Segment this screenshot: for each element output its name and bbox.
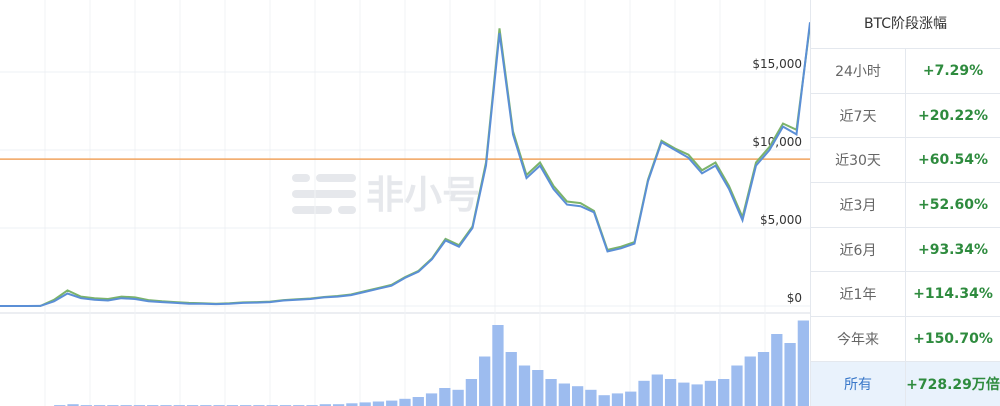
volume-bar (664, 379, 677, 406)
change-table: BTC阶段涨幅 24小时 +7.29% 近7天 +20.22% 近30天 +60.54% 近… (810, 0, 1000, 406)
table-row: 近30天 +60.54% (811, 138, 1000, 184)
volume-bar (386, 400, 398, 406)
volume-bar (505, 352, 517, 406)
volume-bar (718, 379, 730, 406)
volume-bar (332, 404, 345, 406)
volume-bar (518, 365, 531, 406)
watermark-logo (292, 174, 356, 214)
volume-bar (571, 386, 584, 406)
change-value: +114.34% (913, 286, 993, 303)
volume-bar (784, 343, 796, 406)
volume-bar (771, 334, 783, 406)
volume-bar (611, 393, 624, 406)
volume-bar (359, 402, 371, 406)
volume-bar (704, 380, 717, 406)
period-label: 近30天 (811, 138, 906, 183)
y-tick-label: $5,000 (760, 213, 802, 227)
volume-bar (651, 374, 663, 406)
period-label: 近3月 (811, 183, 906, 227)
price-line (0, 22, 811, 307)
change-value: +150.70% (913, 330, 993, 347)
table-row: 24小时 +7.29% (811, 49, 1000, 94)
change-value: +7.29% (922, 62, 984, 79)
volume-bar (598, 395, 610, 406)
change-value: +20.22% (917, 107, 989, 124)
period-label: 近6月 (811, 227, 906, 272)
table-header: BTC阶段涨幅 (811, 0, 1000, 49)
table-row: 所有 +728.29万倍 (811, 361, 1000, 406)
volume-bar (585, 389, 597, 406)
table-row: 近3月 +52.60% (811, 183, 1000, 228)
volume-bar (691, 384, 703, 406)
volume-bar (372, 401, 385, 406)
volume-bar (412, 397, 424, 406)
volume-bar (319, 404, 331, 406)
period-label: 近1年 (811, 272, 906, 317)
volume-bar (558, 383, 570, 406)
change-value: +52.60% (917, 196, 989, 213)
watermark: 非小号 (366, 173, 480, 217)
table-row: 近6月 +93.34% (811, 227, 1000, 273)
volume-bar (452, 389, 464, 406)
volume-bar (479, 356, 491, 406)
period-label: 今年来 (811, 317, 906, 361)
table-row: 近1年 +114.34% (811, 272, 1000, 318)
volume-bar (425, 393, 438, 406)
volume-bar (731, 365, 743, 406)
volume-bar (678, 382, 690, 406)
table-row: 近7天 +20.22% (811, 93, 1000, 139)
volume-bar (67, 404, 79, 406)
volume-bar (346, 403, 358, 406)
volume-bar (399, 398, 411, 406)
change-value: +93.34% (917, 241, 989, 258)
volume-bar (439, 388, 451, 406)
y-tick-label: $10,000 (752, 135, 802, 149)
volume-bar (492, 325, 504, 406)
volume-bar (744, 356, 756, 406)
period-label: 近7天 (811, 93, 906, 138)
change-value: +60.54% (917, 152, 989, 169)
volume-bar (625, 391, 637, 406)
period-label: 所有 (811, 361, 906, 406)
volume-bar (638, 380, 650, 406)
chart: 非小号 $0 $5,000 $10,000 $15,000 (0, 0, 811, 406)
volume-bar (545, 379, 557, 406)
change-value: +728.29万倍 (906, 377, 1000, 394)
y-tick-label: $0 (787, 291, 802, 305)
volume-bar (532, 370, 544, 406)
volume-bar (797, 320, 809, 406)
period-label: 24小时 (811, 49, 906, 93)
table-row: 今年来 +150.70% (811, 317, 1000, 362)
volume-bar (757, 352, 770, 406)
y-tick-label: $15,000 (752, 57, 802, 71)
volume-bar (465, 379, 478, 406)
